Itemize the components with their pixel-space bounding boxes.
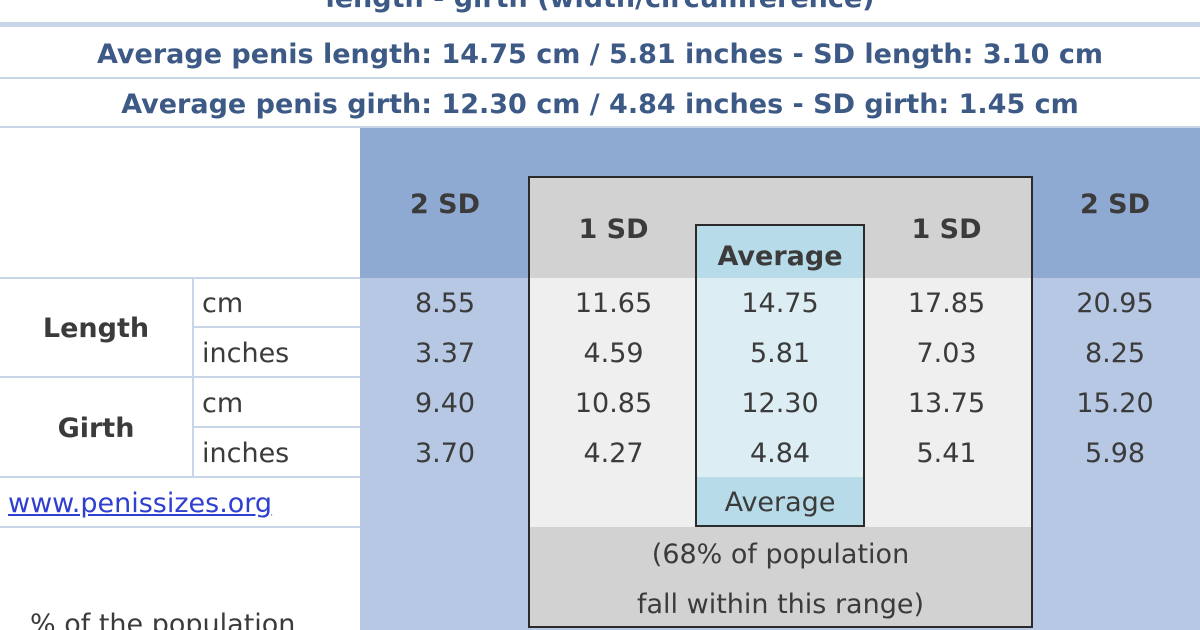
cell-value: 4.84 xyxy=(749,437,811,469)
col-line xyxy=(192,278,194,478)
row-line xyxy=(0,277,360,279)
cell-value: 4.27 xyxy=(583,437,644,469)
row-line xyxy=(192,426,360,428)
unit-label: cm xyxy=(202,287,244,319)
unit-label: inches xyxy=(202,437,290,469)
cell-value: 4.59 xyxy=(583,337,644,369)
cell-value: 17.85 xyxy=(907,287,986,319)
average-footer: Average xyxy=(724,486,836,518)
divider xyxy=(0,22,1200,27)
row-line xyxy=(0,77,1200,79)
column-header: 1 SD xyxy=(578,213,649,245)
cell-value: 9.40 xyxy=(414,387,476,419)
cell-value: 15.20 xyxy=(1076,387,1154,419)
cell-value: 3.70 xyxy=(414,437,476,469)
group-label: Length xyxy=(42,312,150,344)
column-header: 2 SD xyxy=(1079,188,1151,220)
row-line xyxy=(0,126,1200,128)
cell-value: 8.55 xyxy=(414,287,476,319)
row-line xyxy=(192,326,360,328)
cell-value: 10.85 xyxy=(574,387,653,419)
source-link[interactable]: www.penissizes.org xyxy=(8,487,273,519)
cell-value: 8.25 xyxy=(1084,337,1146,369)
one-sd-footer xyxy=(530,527,1031,626)
cell-value: 3.37 xyxy=(414,337,476,369)
cell-value: 20.95 xyxy=(1076,287,1154,319)
subtitle: Average penis length: 14.75 cm / 5.81 in… xyxy=(96,38,1103,70)
cell-value: 13.75 xyxy=(907,387,986,419)
cell-value: 5.98 xyxy=(1084,437,1146,469)
cell-value: 14.75 xyxy=(741,287,819,319)
title: length - girth (width/circumference) xyxy=(0,0,1200,18)
average-footer-bg xyxy=(697,477,863,525)
subtitle: Average penis girth: 12.30 cm / 4.84 inc… xyxy=(121,88,1079,120)
row-line xyxy=(0,376,360,378)
cell-value: 7.03 xyxy=(916,337,977,369)
unit-label: inches xyxy=(202,337,290,369)
column-header: 1 SD xyxy=(911,213,982,245)
cell-value: 12.30 xyxy=(741,387,819,419)
column-header: Average xyxy=(717,240,843,272)
population-label: % of the population xyxy=(30,608,296,630)
unit-label: cm xyxy=(202,387,244,419)
cell-value: 5.41 xyxy=(916,437,977,469)
row-line xyxy=(0,526,360,528)
note-line: fall within this range) xyxy=(636,588,924,620)
column-header: 2 SD xyxy=(409,188,481,220)
cell-value: 11.65 xyxy=(574,287,653,319)
group-label: Girth xyxy=(57,412,135,444)
row-line xyxy=(0,476,360,478)
note-line: (68% of population xyxy=(651,538,910,570)
average-header xyxy=(697,226,863,278)
cell-value: 5.81 xyxy=(749,337,811,369)
